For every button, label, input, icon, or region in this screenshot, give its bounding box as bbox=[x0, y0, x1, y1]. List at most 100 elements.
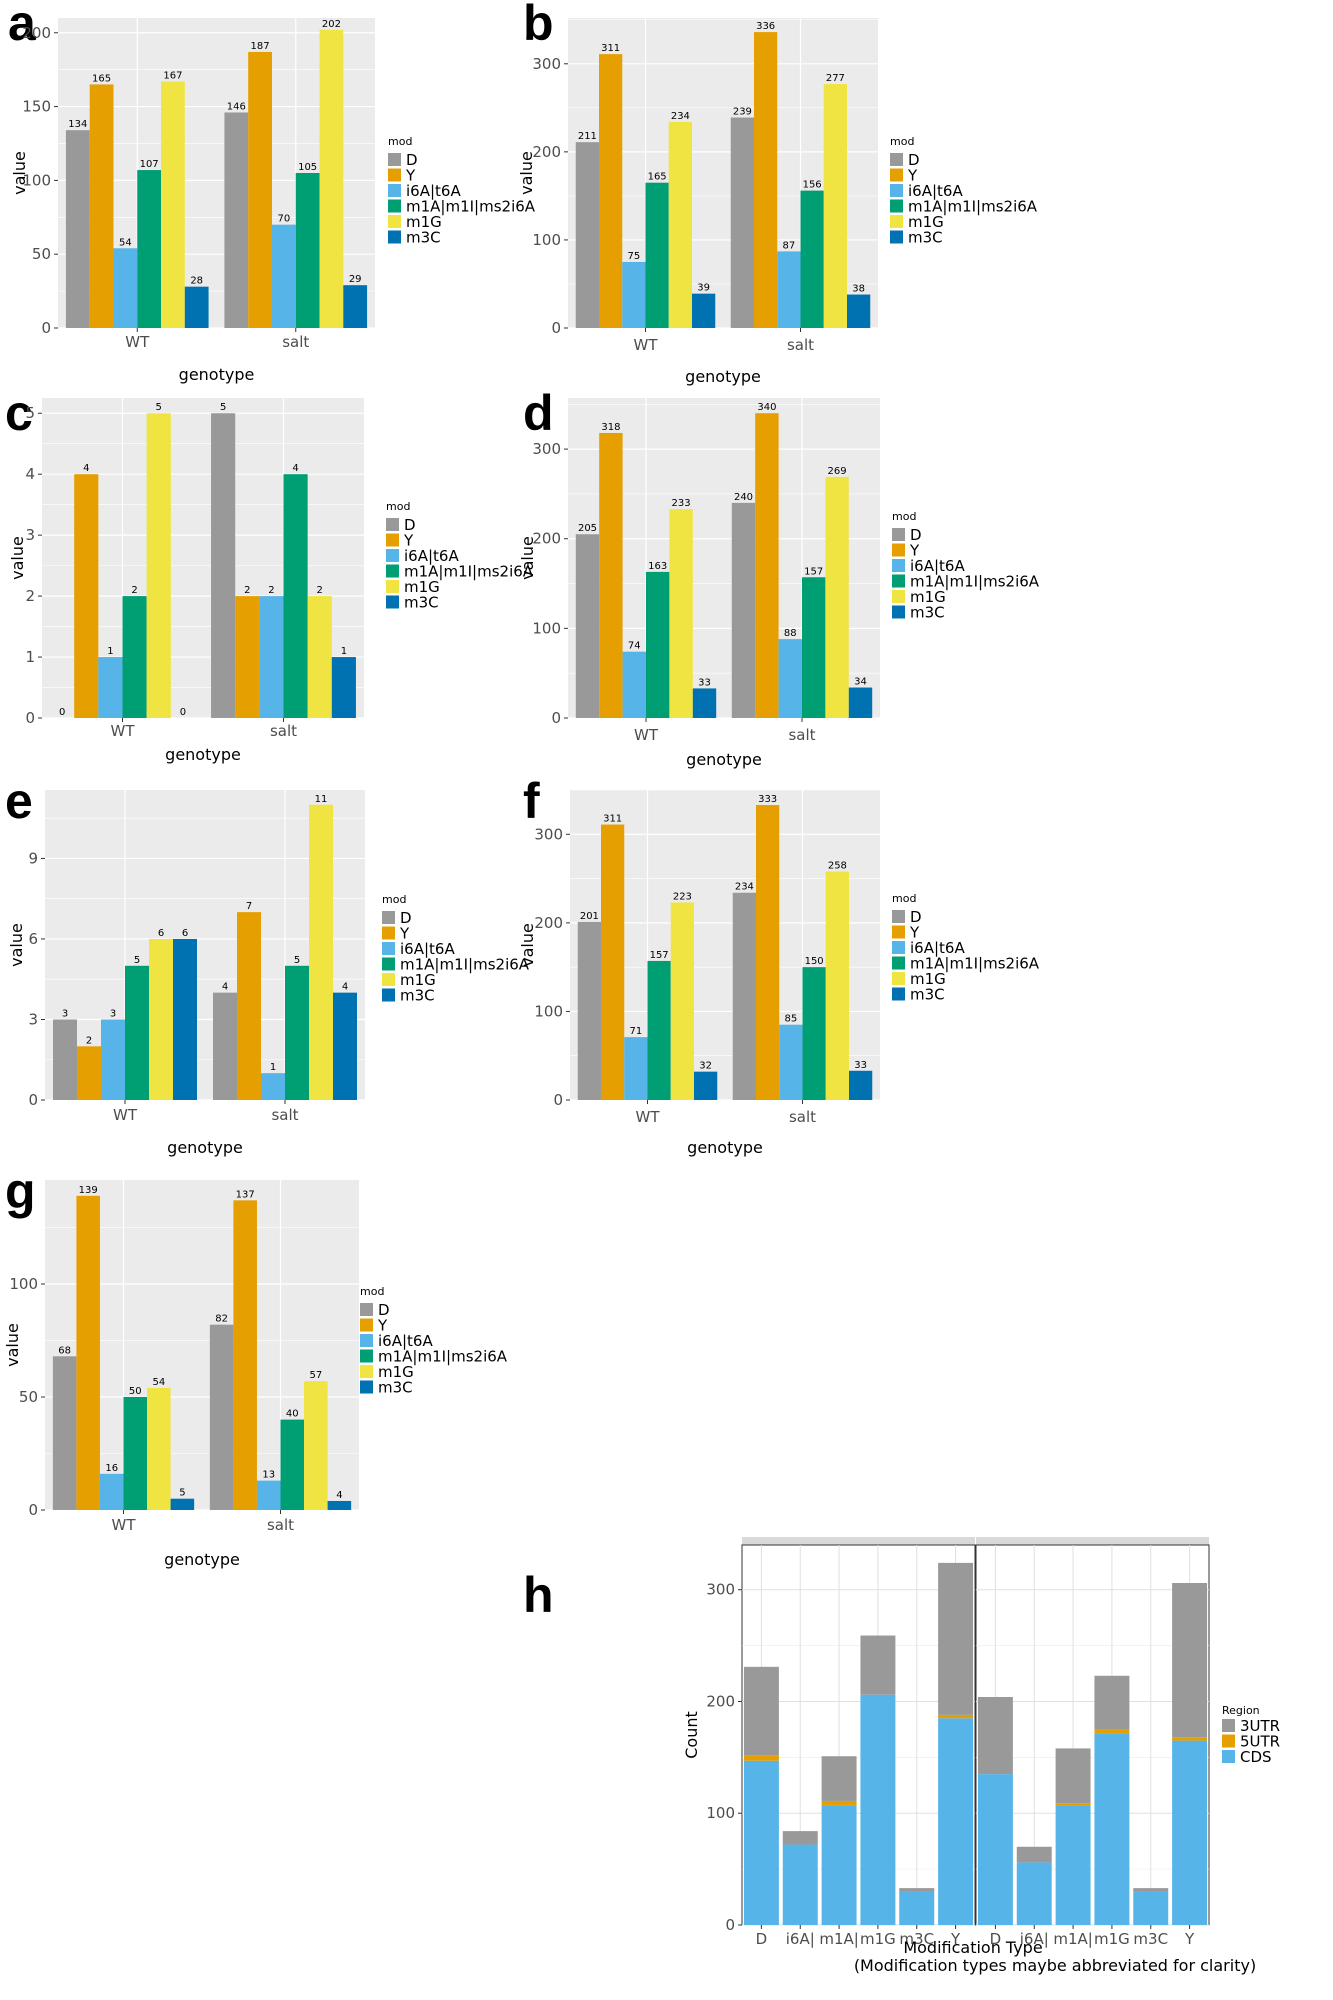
panel-b-data-label: 211 bbox=[578, 131, 597, 142]
panel-c-data-label: 1 bbox=[107, 646, 113, 657]
panel-c-data-label: 4 bbox=[83, 463, 89, 474]
panel-h-legend-label: 3UTR bbox=[1240, 1717, 1280, 1735]
panel-e-ytick-label: 3 bbox=[28, 1010, 38, 1028]
panel-f-legend-label: m1A|m1I|ms2i6A bbox=[910, 955, 1040, 973]
panel-d-data-label: 205 bbox=[578, 523, 597, 534]
panel-g-legend-label: m1A|m1I|ms2i6A bbox=[378, 1348, 508, 1366]
panel-d-legend-key-m1G bbox=[892, 590, 905, 603]
panel-d-bar-WT-m3C bbox=[692, 688, 717, 718]
panel-b-legend-key-D bbox=[890, 153, 903, 166]
panel-a-data-label: 29 bbox=[349, 274, 362, 285]
panel-h-bar-D-CDS bbox=[977, 1774, 1013, 1925]
panel-g-legend-label: i6A|t6A bbox=[378, 1332, 433, 1350]
panel-a-ytick-label: 150 bbox=[22, 98, 51, 116]
panel-b-data-label: 75 bbox=[628, 251, 641, 262]
panel-c-ytick-label: 3 bbox=[25, 526, 35, 544]
panel-e-legend-label: m1G bbox=[400, 971, 436, 989]
panel-d-bar-WT-Y bbox=[599, 432, 623, 718]
panel-h-bar-m3C-3UTR bbox=[1133, 1888, 1169, 1892]
panel-d-bar-salt-m1G bbox=[825, 476, 849, 718]
panel-a-legend-label: Y bbox=[405, 167, 416, 185]
panel-d-ytick-label: 100 bbox=[532, 619, 561, 637]
panel-e-bar-WT-m1A|m1I|ms2i6A bbox=[125, 965, 149, 1100]
panel-h-facet-strip bbox=[742, 1537, 975, 1545]
panel-c-legend-label: Y bbox=[403, 532, 414, 550]
panel-c-legend-label: m1A|m1I|ms2i6A bbox=[404, 563, 534, 581]
panel-e-legend-key-D bbox=[382, 911, 395, 924]
panel-e-legend-key-m3C bbox=[382, 988, 395, 1002]
panel-f-data-label: 223 bbox=[673, 891, 692, 902]
panel-f-ytick-label: 100 bbox=[534, 1002, 563, 1020]
panel-h-ytick-label: 300 bbox=[706, 1581, 735, 1599]
panel-b-bar-salt-i6A|t6A bbox=[777, 251, 801, 328]
panel-f-data-label: 234 bbox=[735, 882, 754, 893]
panel-b-bar-WT-m3C bbox=[692, 293, 716, 328]
panel-a: a 0 50 100 150 200 134 165 54 107 167 28 WT 146 187 70 1… bbox=[8, 0, 536, 384]
panel-d-bar-WT-i6A|t6A bbox=[622, 651, 646, 718]
panel-a-bar-WT-m1G bbox=[161, 81, 185, 328]
panel-e-legend-key-m1A|m1I|ms2i6A bbox=[382, 957, 395, 971]
panel-g-legend-key-m3C bbox=[360, 1380, 373, 1394]
panel-c-ytick-label: 2 bbox=[25, 587, 35, 605]
panel-b-ytick-label: 300 bbox=[532, 55, 561, 73]
panel-h-bar-m1A|-CDS bbox=[1055, 1805, 1091, 1925]
panel-f-bar-salt-D bbox=[732, 892, 756, 1100]
panel-h-bar-m1G-5UTR bbox=[1094, 1729, 1130, 1734]
panel-f-yaxis-title: value bbox=[518, 923, 537, 967]
panel-c-legend-key-m1G bbox=[386, 580, 399, 593]
panel-g-legend-label: m3C bbox=[378, 1379, 413, 1397]
panel-e-data-label: 3 bbox=[62, 1008, 68, 1019]
panel-d-legend-key-i6A|t6A bbox=[892, 559, 905, 572]
panel-e-ytick-label: 9 bbox=[28, 849, 38, 867]
panel-b-legend-key-i6A|t6A bbox=[890, 184, 903, 197]
panel-h-xtick-label: D bbox=[756, 1930, 768, 1948]
panel-d-bar-salt-i6A|t6A bbox=[778, 639, 802, 718]
panel-f-letter: f bbox=[523, 773, 540, 829]
panel-d-legend-title: mod bbox=[892, 510, 916, 523]
panel-f-data-label: 33 bbox=[854, 1060, 867, 1071]
panel-f-data-label: 71 bbox=[630, 1026, 643, 1037]
panel-e-xaxis-title: genotype bbox=[167, 1138, 243, 1157]
panel-e-bar-salt-m1G bbox=[309, 804, 333, 1100]
panel-b-bar-salt-m1G bbox=[823, 84, 847, 328]
panel-a-legend-label: m3C bbox=[406, 229, 441, 247]
panel-a-xaxis-title: genotype bbox=[179, 365, 255, 384]
panel-d-legend-key-m3C bbox=[892, 605, 905, 619]
panel-f-data-label: 157 bbox=[650, 950, 669, 961]
panel-e-data-label: 7 bbox=[246, 901, 252, 912]
panel-e-letter: e bbox=[5, 773, 33, 829]
panel-c-legend-key-D bbox=[386, 518, 399, 531]
panel-f-data-label: 201 bbox=[580, 911, 599, 922]
panel-c-legend-label: i6A|t6A bbox=[404, 547, 459, 565]
panel-a-legend-label: m1G bbox=[406, 213, 442, 231]
panel-h-xtick-label: D bbox=[990, 1930, 1002, 1948]
panel-h-bar-i6A|-3UTR bbox=[1016, 1846, 1052, 1863]
panel-f-data-label: 32 bbox=[699, 1061, 712, 1072]
panel-f-bar-WT-i6A|t6A bbox=[624, 1037, 648, 1100]
panel-g-bar-salt-D bbox=[209, 1324, 234, 1510]
panel-c-data-label: 2 bbox=[317, 585, 323, 596]
panel-f-legend-label: D bbox=[910, 908, 922, 926]
panel-d-data-label: 157 bbox=[804, 566, 823, 577]
panel-h-facet-strip bbox=[976, 1537, 1209, 1545]
panel-g-data-label: 139 bbox=[79, 1185, 98, 1196]
panel-a-data-label: 54 bbox=[119, 237, 132, 248]
panel-c-data-label: 2 bbox=[131, 585, 137, 596]
panel-g-legend-key-i6A|t6A bbox=[360, 1334, 373, 1347]
panel-e-ytick-label: 6 bbox=[28, 930, 38, 948]
panel-h-xaxis-title: Modification Type bbox=[903, 1938, 1042, 1957]
panel-h-ytick-label: 0 bbox=[725, 1916, 735, 1934]
panel-h-bar-Y-CDS bbox=[938, 1718, 974, 1925]
panel-d-data-label: 163 bbox=[648, 561, 667, 572]
panel-e-legend-label: Y bbox=[399, 925, 410, 943]
panel-b-bar-salt-m1A|m1I|ms2i6A bbox=[800, 190, 824, 328]
panel-h-bar-Y-5UTR bbox=[1172, 1737, 1208, 1741]
panel-a-bar-WT-Y bbox=[89, 84, 114, 328]
panel-b-yaxis-title: value bbox=[517, 151, 536, 195]
panel-d-legend-label: m3C bbox=[910, 604, 945, 622]
panel-f-legend-label: Y bbox=[909, 924, 920, 942]
panel-e-data-label: 1 bbox=[270, 1062, 276, 1073]
panel-c-legend-label: m1G bbox=[404, 578, 440, 596]
